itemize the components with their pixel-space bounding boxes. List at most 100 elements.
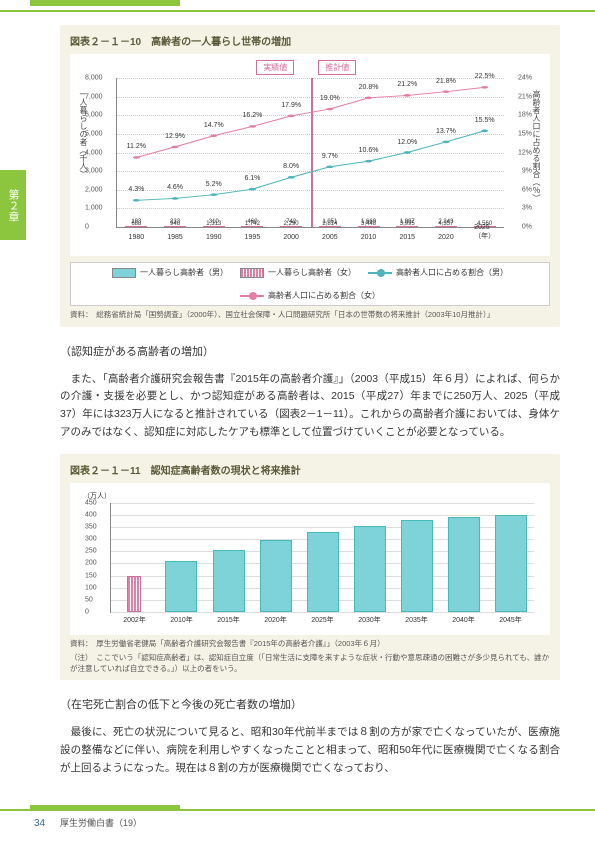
chart1-pct-female: 20.8% <box>359 84 379 91</box>
chart2-xlabel: 2010年 <box>170 615 193 625</box>
chart1-ytick-right: 3% <box>522 205 532 212</box>
legend-swatch <box>240 268 264 278</box>
chart1-ytick-right: 0% <box>522 224 532 231</box>
legend-item: 高齢者人口に占める割合（女） <box>240 290 380 301</box>
chart1-ytick-left: 2,000 <box>85 186 103 193</box>
figure-2-note: （注） ここでいう「認知症高齢者」は、認知症自立度（「日常生活に支障を来すような… <box>70 653 550 674</box>
figure-1-legend: 一人暮らし高齢者（男） 一人暮らし高齢者（女） 高齢者人口に占める割合（男） 高齢者人… <box>70 262 550 306</box>
chart1-label-actual: 実績値 <box>256 60 294 75</box>
chart1-ytick-left: 5,000 <box>85 130 103 137</box>
figure-1-chart: 一人暮らしの者（千人） 高齢者人口に占める割合（％） 01,0002,0003,… <box>70 54 550 256</box>
figure-1: 図表２－１－10 高齢者の一人暮らし世帯の増加 一人暮らしの者（千人） 高齢者人… <box>60 25 560 327</box>
figure-1-source: 資料： 総務省統計局「国勢調査」（2000年）、国立社会保障・人口問題研究所「日… <box>70 310 550 321</box>
chart2-bar <box>307 532 339 612</box>
chart1-ytick-right: 6% <box>522 186 532 193</box>
chart1-xlabel: 2020 <box>438 234 454 241</box>
chart1-pct-female: 21.2% <box>397 81 417 88</box>
legend-item: 高齢者人口に占める割合（男） <box>368 267 508 278</box>
section-1-heading: （認知症がある高齢者の増加） <box>60 343 560 359</box>
chart2-ytick: 150 <box>85 572 97 579</box>
chart1-xlabel: 2010 <box>361 234 377 241</box>
chart1-pct-female: 16.2% <box>243 112 263 119</box>
chart1-pct-female: 17.9% <box>281 102 301 109</box>
chart2-ytick: 250 <box>85 548 97 555</box>
figure-2: 図表２－１－11 認知症高齢者数の現状と将来推計 （万人） 0501001502… <box>60 454 560 681</box>
legend-label: 一人暮らし高齢者（男） <box>140 267 228 278</box>
chart2-ytick: 450 <box>85 499 97 506</box>
chart2-gridline <box>111 503 534 504</box>
chart1-pct-male: 9.7% <box>322 153 338 160</box>
chart1-pct-male: 13.7% <box>436 128 456 135</box>
chart1-ytick-left: 0 <box>85 224 89 231</box>
legend-label: 一人暮らし高齢者（女） <box>268 267 356 278</box>
figure-2-chart: （万人） 0501001502002503003504004502002年201… <box>70 483 550 635</box>
chart1-pct-male: 4.3% <box>128 186 144 193</box>
footer-rule <box>0 809 595 811</box>
chart1-label-projected: 推計値 <box>318 60 356 75</box>
chart2-xlabel: 2015年 <box>217 615 240 625</box>
chart2-bar <box>127 576 141 612</box>
chart2-xlabel: 2025年 <box>311 615 334 625</box>
chart2-bar <box>354 526 386 612</box>
chapter-side-tab: 第２章 <box>0 170 26 240</box>
chart1-y-right-label: 高齢者人口に占める割合（％） <box>531 90 542 202</box>
chart1-lines <box>117 78 504 227</box>
top-rule <box>0 10 595 12</box>
section-1-body: また、「高齢者介護研究会報告書『2015年の高齢者介護』」（2003（平成15）… <box>60 371 560 442</box>
chart1-pct-female: 11.2% <box>127 143 146 150</box>
chart1-pct-male: 6.1% <box>244 175 260 182</box>
chart2-gridline <box>111 612 534 613</box>
chart2-ytick: 50 <box>85 596 93 603</box>
chart2-ytick: 200 <box>85 560 97 567</box>
legend-swatch <box>112 268 136 278</box>
chart1-xlabel: 1990 <box>206 234 222 241</box>
figure-1-title: 図表２－１－10 高齢者の一人暮らし世帯の増加 <box>70 33 550 48</box>
section-2-heading: （在宅死亡割合の低下と今後の死亡者数の増加） <box>60 696 560 712</box>
legend-label: 高齢者人口に占める割合（女） <box>268 290 380 301</box>
chart1-pct-male: 10.6% <box>359 147 379 154</box>
chart2-bar <box>165 561 197 612</box>
chart2-xlabel: 2030年 <box>358 615 381 625</box>
chart1-ytick-right: 15% <box>518 130 532 137</box>
top-accent-bar <box>30 0 180 6</box>
chart1-xlabel: 2015 <box>399 234 415 241</box>
chart2-xlabel: 2035年 <box>405 615 428 625</box>
chart1-pct-male: 8.0% <box>283 163 299 170</box>
legend-swatch <box>240 295 264 297</box>
chart2-ytick: 100 <box>85 584 97 591</box>
chart2-ytick: 400 <box>85 511 97 518</box>
chart1-pct-female: 14.7% <box>204 122 224 129</box>
chart1-xlabel: 2000 <box>283 234 299 241</box>
chart1-xlabel: 1995 <box>245 234 261 241</box>
chart1-xlabel: 1980 <box>129 234 145 241</box>
chart1-pct-female: 22.5% <box>475 73 495 80</box>
chart2-bar <box>213 550 245 612</box>
page-source-label: 厚生労働白書（19） <box>60 816 142 829</box>
chart1-pct-male: 4.6% <box>167 184 183 191</box>
figure-2-source: 資料： 厚生労働省老健局「高齢者介護研究会報告書『2015年の高齢者介護』」（2… <box>70 639 550 650</box>
legend-item: 一人暮らし高齢者（女） <box>240 267 356 278</box>
page-number: 34 <box>34 818 45 829</box>
chart1-ytick-right: 21% <box>518 93 532 100</box>
chart2-xlabel: 2002年 <box>123 615 146 625</box>
chart2-ytick: 350 <box>85 524 97 531</box>
legend-label: 高齢者人口に占める割合（男） <box>396 267 508 278</box>
chart1-ytick-right: 18% <box>518 112 532 119</box>
chart1-ytick-left: 8,000 <box>85 75 103 82</box>
legend-item: 一人暮らし高齢者（男） <box>112 267 228 278</box>
chart1-ytick-left: 3,000 <box>85 168 103 175</box>
chart1-pct-male: 15.5% <box>475 117 495 124</box>
chart1-ytick-left: 7,000 <box>85 93 103 100</box>
chart1-ytick-left: 4,000 <box>85 149 103 156</box>
chart2-bar <box>448 517 480 611</box>
chart2-bar <box>401 520 433 612</box>
chart1-pct-female: 21.8% <box>436 78 456 85</box>
chart1-ytick-left: 6,000 <box>85 112 103 119</box>
chart2-xlabel: 2040年 <box>452 615 475 625</box>
figure-2-title: 図表２－１－11 認知症高齢者数の現状と将来推計 <box>70 462 550 477</box>
chart2-ytick: 0 <box>85 608 89 615</box>
chart2-xlabel: 2045年 <box>499 615 522 625</box>
chart1-ytick-right: 24% <box>518 75 532 82</box>
chart1-pct-male: 12.0% <box>397 139 417 146</box>
chart1-ytick-right: 12% <box>518 149 532 156</box>
